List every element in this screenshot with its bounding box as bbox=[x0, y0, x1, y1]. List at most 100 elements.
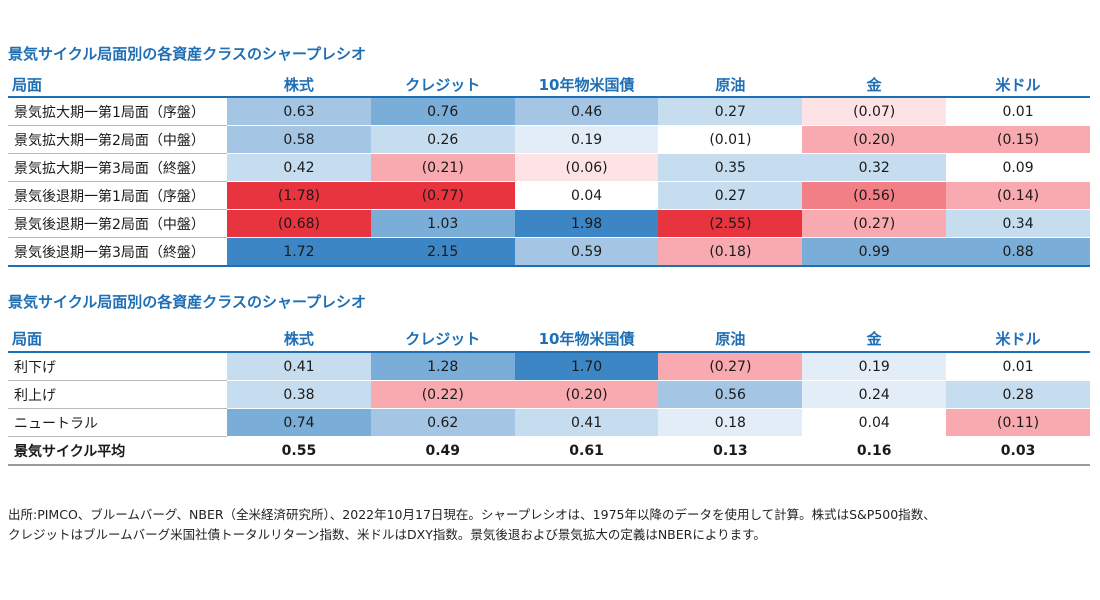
heatmap-cell: 0.46 bbox=[514, 97, 659, 126]
heatmap-cell: 0.62 bbox=[370, 408, 515, 437]
heatmap-cell: 0.03 bbox=[946, 436, 1090, 466]
heatmap-cell: 0.16 bbox=[802, 436, 947, 466]
column-header: 金 bbox=[866, 329, 882, 348]
heatmap-cell: (0.06) bbox=[514, 153, 659, 182]
source-note: 出所:PIMCO、ブルームバーグ、NBER（全米経済研究所）、2022年10月1… bbox=[8, 505, 936, 545]
heatmap-cell: 0.09 bbox=[946, 153, 1090, 182]
row-label: 景気拡大期一第1局面（序盤） bbox=[8, 97, 228, 126]
heatmap-cell: (2.55) bbox=[658, 209, 803, 238]
heatmap-cell: 0.56 bbox=[658, 380, 803, 409]
heatmap-cell: 1.28 bbox=[370, 352, 515, 381]
source-note-line1: 出所:PIMCO、ブルームバーグ、NBER（全米経済研究所）、2022年10月1… bbox=[8, 507, 936, 522]
row-label: 利下げ bbox=[8, 352, 228, 381]
heatmap-cell: 0.35 bbox=[658, 153, 803, 182]
heatmap-cell: (0.20) bbox=[514, 380, 659, 409]
table-row: 利上げ 0.38 (0.22) (0.20) 0.56 0.24 0.28 bbox=[8, 380, 1090, 409]
row-label: ニュートラル bbox=[8, 408, 228, 437]
table2-header-row: 局面 株式 クレジット 10年物米国債 原油 金 米ドル bbox=[8, 325, 1090, 352]
column-header: 株式 bbox=[283, 75, 314, 94]
table-row: 景気拡大期一第1局面（序盤） 0.63 0.76 0.46 0.27 (0.07) 0.01 bbox=[8, 97, 1090, 126]
table1-body: 景気拡大期一第1局面（序盤） 0.63 0.76 0.46 0.27 (0.07) 0.01… bbox=[8, 97, 1090, 267]
column-header: 局面 bbox=[12, 329, 43, 348]
heatmap-cell: 0.04 bbox=[514, 181, 659, 210]
heatmap-cell: 0.55 bbox=[227, 436, 371, 466]
column-header: 米ドル bbox=[995, 329, 1041, 348]
heatmap-cell: 0.74 bbox=[227, 408, 371, 437]
sharpe-table-rate-regimes: 局面 株式 クレジット 10年物米国債 原油金米ドル 利下げ 0.41 1.28 1.70 (0… bbox=[8, 325, 1090, 466]
heatmap-cell: (0.20) bbox=[802, 125, 947, 154]
heatmap-cell: 1.72 bbox=[227, 237, 371, 267]
heatmap-cell: (0.11) bbox=[946, 408, 1090, 437]
row-label: 景気サイクル平均 bbox=[8, 436, 228, 466]
column-header: 10年物米国債 bbox=[538, 75, 635, 94]
row-label: 景気後退期一第2局面（中盤） bbox=[8, 209, 228, 238]
column-header: 金 bbox=[866, 75, 882, 94]
heatmap-cell: 0.19 bbox=[514, 125, 659, 154]
heatmap-cell: 0.88 bbox=[946, 237, 1090, 267]
table2-body: 利下げ 0.41 1.28 1.70 (0.27) 0.19 0.01 利上げ 0.38 (0.2… bbox=[8, 352, 1090, 466]
row-label: 景気拡大期一第3局面（終盤） bbox=[8, 153, 228, 182]
source-note-line2: クレジットはブルームバーグ米国社債トータルリターン指数、米ドルはDXY指数。景気… bbox=[8, 527, 766, 542]
heatmap-cell: 0.32 bbox=[802, 153, 947, 182]
heatmap-cell: 0.01 bbox=[946, 97, 1090, 126]
heatmap-cell: (1.78) bbox=[227, 181, 371, 210]
column-header: 原油 bbox=[715, 75, 746, 94]
average-row: 景気サイクル平均 0.55 0.49 0.61 0.13 0.16 0.03 bbox=[8, 436, 1090, 466]
heatmap-cell: 1.98 bbox=[514, 209, 659, 238]
row-label: 景気拡大期一第2局面（中盤） bbox=[8, 125, 228, 154]
heatmap-cell: (0.15) bbox=[946, 125, 1090, 154]
heatmap-cell: 0.38 bbox=[227, 380, 371, 409]
table-row: 景気後退期一第1局面（序盤） (1.78) (0.77) 0.04 0.27 (0.56)… bbox=[8, 181, 1090, 210]
heatmap-cell: 0.19 bbox=[802, 352, 947, 381]
heatmap-cell: 0.24 bbox=[802, 380, 947, 409]
heatmap-cell: (0.27) bbox=[658, 352, 803, 381]
heatmap-cell: 1.70 bbox=[514, 352, 659, 381]
heatmap-cell: (0.01) bbox=[658, 125, 803, 154]
table-row: 景気拡大期一第3局面（終盤） 0.42 (0.21) (0.06) 0.35 0.32 0.… bbox=[8, 153, 1090, 182]
heatmap-cell: 0.27 bbox=[658, 97, 803, 126]
heatmap-cell: 0.01 bbox=[946, 352, 1090, 381]
table-row: 利下げ 0.41 1.28 1.70 (0.27) 0.19 0.01 bbox=[8, 352, 1090, 381]
column-header: 米ドル bbox=[995, 75, 1041, 94]
heatmap-cell: 2.15 bbox=[370, 237, 515, 267]
row-label: 利上げ bbox=[8, 380, 228, 409]
heatmap-cell: (0.77) bbox=[370, 181, 515, 210]
row-label: 景気後退期一第3局面（終盤） bbox=[8, 237, 228, 267]
heatmap-cell: (0.14) bbox=[946, 181, 1090, 210]
heatmap-cell: (0.07) bbox=[802, 97, 947, 126]
row-label: 景気後退期一第1局面（序盤） bbox=[8, 181, 228, 210]
table1-title: 景気サイクル局面別の各資産クラスのシャープレシオ bbox=[8, 45, 367, 63]
heatmap-cell: 0.49 bbox=[370, 436, 515, 466]
heatmap-cell: (0.56) bbox=[802, 181, 947, 210]
heatmap-cell: 0.34 bbox=[946, 209, 1090, 238]
table1-header-row: 局面 株式 クレジット 10年物米国債 原油 金 米ドル bbox=[8, 72, 1090, 97]
heatmap-cell: 1.03 bbox=[370, 209, 515, 238]
heatmap-cell: 0.27 bbox=[658, 181, 803, 210]
heatmap-cell: 0.58 bbox=[227, 125, 371, 154]
heatmap-cell: (0.21) bbox=[370, 153, 515, 182]
heatmap-cell: 0.18 bbox=[658, 408, 803, 437]
column-header: 局面 bbox=[12, 75, 43, 94]
table2-title: 景気サイクル局面別の各資産クラスのシャープレシオ bbox=[8, 293, 367, 311]
column-header: クレジット bbox=[405, 329, 481, 348]
heatmap-cell: 0.59 bbox=[514, 237, 659, 267]
heatmap-cell: 0.63 bbox=[227, 97, 371, 126]
heatmap-cell: (0.27) bbox=[802, 209, 947, 238]
heatmap-cell: 0.26 bbox=[370, 125, 515, 154]
column-header: 株式 bbox=[283, 329, 314, 348]
table-row: ニュートラル 0.74 0.62 0.41 0.18 0.04 (0.11) bbox=[8, 408, 1090, 437]
heatmap-cell: 0.41 bbox=[514, 408, 659, 437]
heatmap-cell: 0.13 bbox=[658, 436, 803, 466]
heatmap-cell: 0.76 bbox=[370, 97, 515, 126]
heatmap-cell: (0.22) bbox=[370, 380, 515, 409]
column-header: クレジット bbox=[405, 75, 481, 94]
heatmap-cell: (0.68) bbox=[227, 209, 371, 238]
heatmap-cell: 0.28 bbox=[946, 380, 1090, 409]
table-row: 景気後退期一第3局面（終盤） 1.72 2.15 0.59 (0.18) 0.99 0.88 bbox=[8, 237, 1090, 267]
sharpe-table-cycle-phases: 局面 株式 クレジット 10年物米国債 原油 金 米ドル 景気拡大期一第1局面（序盤） 0.6… bbox=[8, 72, 1090, 267]
heatmap-cell: 0.04 bbox=[802, 408, 947, 437]
heatmap-cell: 0.61 bbox=[514, 436, 659, 466]
table-row: 景気後退期一第2局面（中盤） (0.68) 1.03 1.98 (2.55) (0.27)… bbox=[8, 209, 1090, 238]
heatmap-cell: 0.41 bbox=[227, 352, 371, 381]
heatmap-cell: (0.18) bbox=[658, 237, 803, 267]
